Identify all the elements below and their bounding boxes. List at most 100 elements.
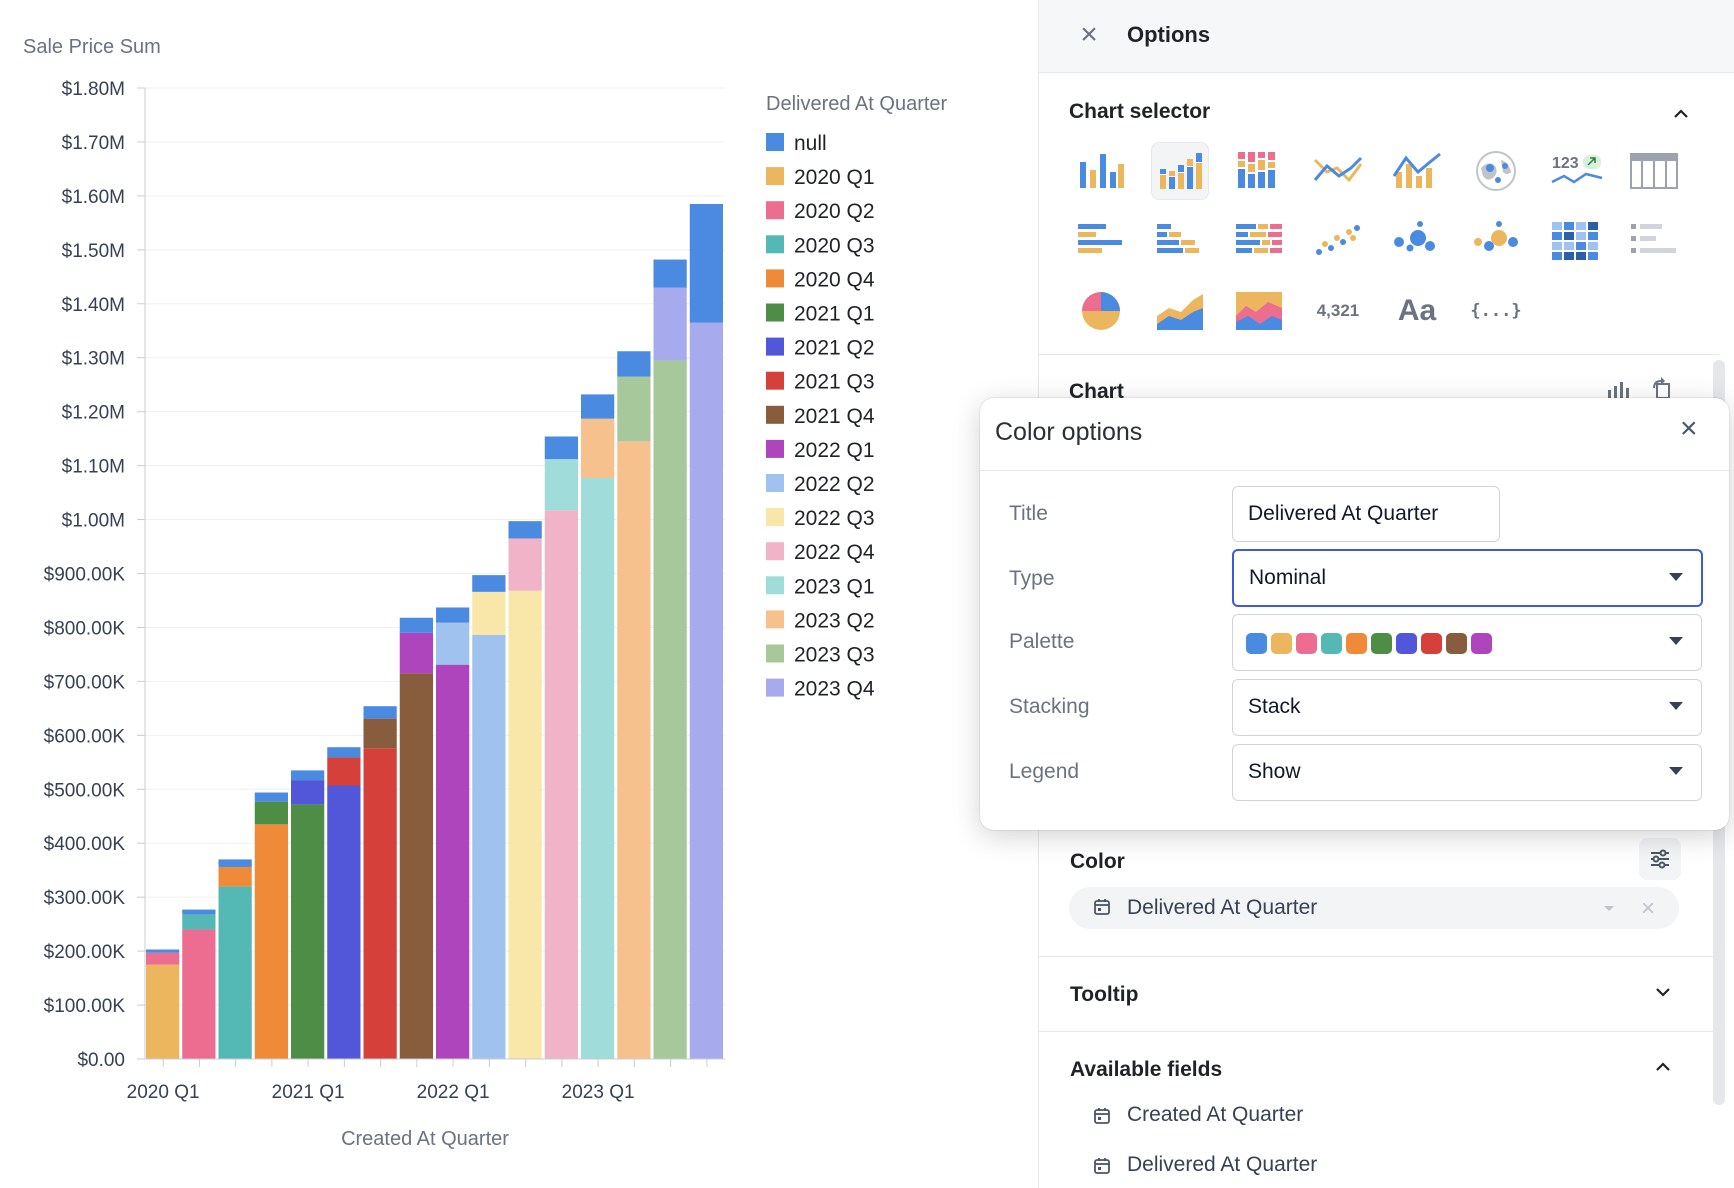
calendar-icon — [1094, 899, 1110, 915]
legend-label: 2022 Q1 — [794, 439, 875, 462]
text-chart-icon[interactable]: Aa — [1388, 282, 1446, 340]
legend-label: 2022 Q2 — [794, 473, 875, 496]
chevron-down-icon[interactable] — [1651, 980, 1675, 1004]
legend-label: 2020 Q2 — [794, 200, 875, 223]
palette-swatch — [1421, 633, 1442, 654]
bar-segment — [508, 590, 542, 1059]
close-options-button[interactable]: × — [1080, 18, 1098, 51]
close-dialog-button[interactable]: × — [1680, 412, 1698, 445]
legend-label: 2021 Q4 — [794, 405, 875, 428]
y-tick-label: $600.00K — [44, 726, 126, 747]
bar-segment — [327, 747, 361, 758]
bar-segment — [436, 607, 470, 623]
percent-bar-chart-icon[interactable] — [1230, 142, 1288, 200]
y-tick-label: $0.00 — [77, 1050, 125, 1071]
x-tick-label: 2023 Q1 — [562, 1082, 635, 1103]
y-axis-title: Sale Price Sum — [23, 36, 161, 58]
color-options-button[interactable] — [1639, 838, 1681, 880]
chevron-up-icon[interactable] — [1651, 1055, 1675, 1079]
heatmap-chart-icon[interactable] — [1546, 212, 1604, 270]
legend-title: Delivered At Quarter — [766, 93, 948, 115]
palette-swatch — [1396, 633, 1417, 654]
stacking-select[interactable]: Stack — [1232, 679, 1702, 736]
area-chart-icon[interactable] — [1151, 282, 1209, 340]
dialog-title: Color options — [995, 418, 1143, 446]
legend-swatch — [766, 439, 784, 458]
legend-swatch — [766, 678, 784, 697]
bar-segment — [254, 792, 288, 802]
type-select[interactable]: Nominal — [1232, 549, 1703, 607]
caret-down-icon — [1669, 637, 1683, 645]
horizontal-bar-chart-icon[interactable] — [1072, 212, 1130, 270]
bar-segment — [218, 866, 252, 887]
legend-select[interactable]: Show — [1232, 744, 1702, 801]
bar-segment — [218, 859, 252, 867]
title-input[interactable]: Delivered At Quarter — [1232, 486, 1500, 542]
bar-segment — [218, 886, 252, 1059]
legend-label: 2020 Q3 — [794, 234, 875, 257]
legend-swatch — [766, 337, 784, 356]
legend-label: 2020 Q4 — [794, 268, 875, 291]
y-tick-label: $1.10M — [62, 457, 125, 478]
legend-swatch — [766, 167, 784, 186]
bar-chart-icon[interactable] — [1072, 142, 1130, 200]
legend-select-value: Show — [1248, 760, 1301, 783]
y-tick-label: $1.70M — [62, 133, 125, 154]
stacked-horizontal-bar-icon[interactable] — [1151, 212, 1209, 270]
color-field-pill[interactable]: Delivered At Quarter × — [1069, 887, 1679, 929]
stacked-area-chart-icon[interactable] — [1230, 282, 1288, 340]
palette-swatch — [1246, 633, 1267, 654]
available-fields-title: Available fields — [1070, 1058, 1223, 1081]
y-tick-label: $900.00K — [44, 565, 126, 586]
palette-swatch — [1371, 633, 1392, 654]
y-tick-label: $1.50M — [62, 241, 125, 262]
divider — [1039, 1031, 1719, 1032]
chart-area: $0.00 $100.00K $200.00K $300.00K $400.00K $50… — [23, 36, 948, 1150]
legend-swatch — [766, 474, 784, 492]
legend-label: 2021 Q1 — [794, 303, 875, 326]
y-tick-label: $800.00K — [44, 618, 126, 639]
legend-label: 2022 Q3 — [794, 507, 875, 530]
palette-swatch — [1471, 633, 1492, 654]
stacked-bar-chart: $0.00 $100.00K $200.00K $300.00K $400.00K $50… — [23, 36, 948, 1150]
field-label: Created At Quarter — [1127, 1103, 1304, 1126]
chevron-down-icon[interactable] — [1601, 900, 1617, 916]
bar-segment — [182, 929, 216, 1059]
kpi-chart-icon[interactable]: 123 — [1546, 142, 1604, 200]
bar-segment — [689, 203, 723, 323]
bar-segment — [508, 538, 542, 591]
bubble-chart-icon[interactable] — [1388, 212, 1446, 270]
color-options-dialog: Color options × Title Delivered At Quart… — [980, 398, 1729, 830]
remove-field-icon[interactable]: × — [1641, 895, 1656, 922]
bar-segment — [508, 521, 542, 539]
legend-label: null — [794, 132, 827, 155]
bar-segment — [617, 351, 651, 377]
line-chart-icon[interactable] — [1309, 142, 1367, 200]
json-chart-icon[interactable]: {...} — [1467, 282, 1525, 340]
table-chart-icon[interactable] — [1625, 142, 1683, 200]
divider — [1039, 354, 1719, 355]
percent-horizontal-bar-icon[interactable] — [1230, 212, 1288, 270]
legend-label: 2021 Q3 — [794, 371, 875, 394]
map-chart-icon[interactable] — [1467, 142, 1525, 200]
chevron-up-icon[interactable] — [1669, 102, 1693, 126]
stacked-bar-chart-icon[interactable] — [1151, 142, 1209, 200]
number-chart-icon[interactable]: 4,321 — [1309, 282, 1367, 340]
palette-select[interactable] — [1232, 614, 1702, 671]
bar-segment — [653, 287, 687, 361]
bar-chart-icon[interactable] — [1605, 378, 1631, 402]
bar-segment — [254, 824, 288, 1059]
divider — [1039, 956, 1719, 957]
pie-chart-icon[interactable] — [1072, 282, 1130, 340]
legend-swatch — [766, 610, 784, 629]
text-icon-text: Aa — [1397, 294, 1437, 327]
scatter-chart-icon[interactable] — [1309, 212, 1367, 270]
tooltip-section-title[interactable]: Tooltip — [1070, 983, 1139, 1006]
bar-segment — [472, 575, 506, 592]
combo-chart-icon[interactable] — [1388, 142, 1446, 200]
bubble-color-chart-icon[interactable] — [1467, 212, 1525, 270]
y-tick-label: $1.20M — [62, 403, 125, 424]
y-tick-label: $300.00K — [44, 888, 126, 909]
caret-down-icon — [1669, 767, 1683, 775]
list-chart-icon[interactable] — [1625, 212, 1683, 270]
